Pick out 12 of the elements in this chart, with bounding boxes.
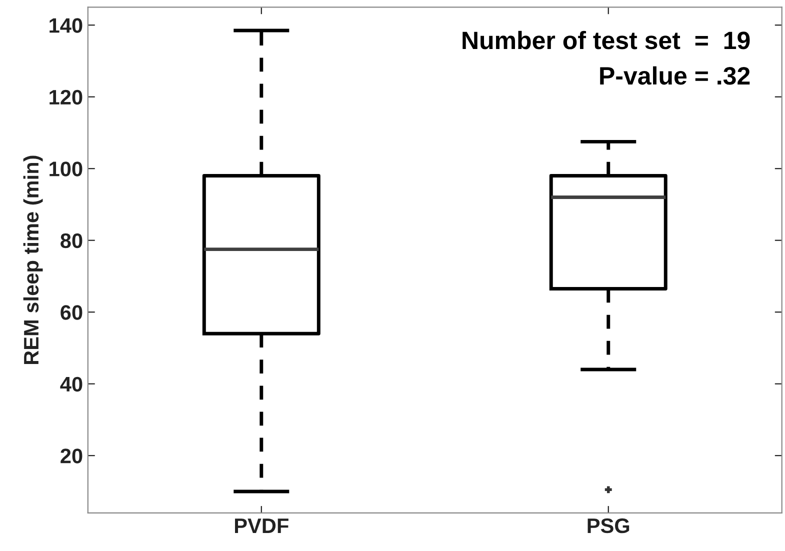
y-tick-label: 20 <box>60 448 82 464</box>
y-tick-label: 120 <box>50 90 82 105</box>
y-axis-title: REM sleep time (min) <box>23 156 43 364</box>
annotation: Number of test set = 19 <box>462 30 750 50</box>
y-tick-label: 60 <box>60 305 82 320</box>
annotation: P-value = .32 <box>600 66 750 85</box>
y-tick-label: 80 <box>60 233 82 248</box>
y-tick-label: 100 <box>50 162 82 176</box>
y-tick-label: 40 <box>60 376 82 392</box>
x-tick-label: PSG <box>588 518 630 534</box>
y-tick-label: 140 <box>50 18 82 33</box>
x-tick-label: PVDF <box>235 518 288 533</box>
